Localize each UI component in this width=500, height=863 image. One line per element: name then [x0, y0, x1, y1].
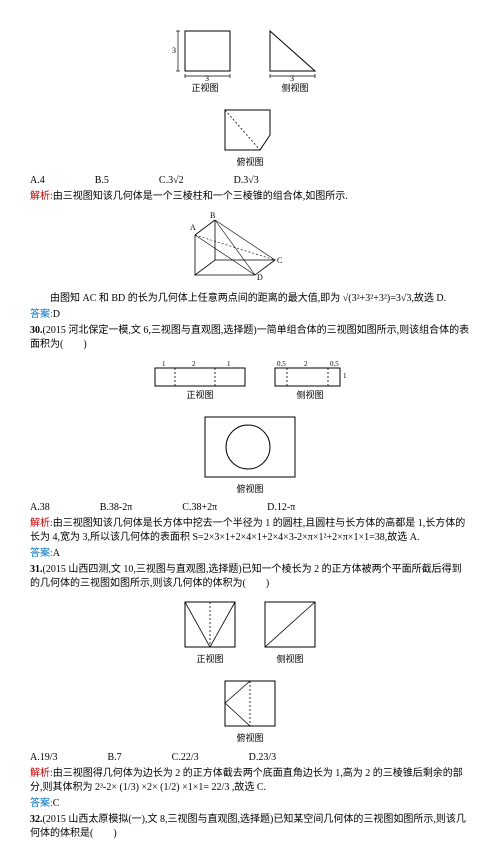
- q31-front-caption: 正视图: [180, 653, 240, 666]
- svg-text:B: B: [210, 211, 215, 220]
- q29-front-view: 3 3 正视图: [170, 26, 240, 99]
- q29-top-svg: [215, 105, 285, 155]
- q30-choices: A.38 B.38-2π C.38+2π D.12-π: [30, 501, 470, 515]
- answer-label: 答案:: [30, 548, 53, 559]
- svg-text:2: 2: [304, 360, 308, 368]
- svg-text:0.5: 0.5: [330, 360, 339, 368]
- svg-text:1: 1: [227, 360, 231, 368]
- q30-front-side-row: 1 2 1 正视图 0.5 2 0.5 1 侧视图: [30, 358, 470, 406]
- q29-side-view: 3 侧视图: [260, 26, 330, 99]
- q29-front-side-row: 3 3 正视图 3 侧视图: [30, 26, 470, 99]
- q31-side-view: 侧视图: [260, 597, 320, 670]
- q31-choices: A.19/3 B.7 C.22/3 D.23/3: [30, 751, 470, 765]
- q29-side-svg: 3: [260, 26, 330, 81]
- q31-front-side-row: 正视图 侧视图: [30, 597, 470, 670]
- q30-front-svg: 1 2 1: [150, 358, 250, 388]
- choice-a: A.4: [30, 174, 45, 188]
- q29-top-caption: 俯视图: [215, 156, 285, 169]
- choice-c: C.38+2π: [182, 501, 217, 515]
- q31-top-svg: [220, 676, 280, 731]
- q30-top-svg: [200, 412, 300, 482]
- q31-top-caption: 俯视图: [220, 732, 280, 745]
- q30-analysis: 解析:由三视图知该几何体是长方体中挖去一个半径为 1 的圆柱,且圆柱与长方体的高…: [30, 517, 470, 545]
- q31-front-view: 正视图: [180, 597, 240, 670]
- q30-top-caption: 俯视图: [200, 483, 300, 496]
- q30-front-view: 1 2 1 正视图: [150, 358, 250, 406]
- choice-d: D.23/3: [249, 751, 277, 765]
- q29-choices: A.4 B.5 C.3√2 D.3√3: [30, 174, 470, 188]
- q29-solid-svg: A C B D: [175, 210, 325, 290]
- q31-front-svg: [180, 597, 240, 652]
- q29-front-svg: 3 3: [170, 26, 240, 81]
- q30-side-view: 0.5 2 0.5 1 侧视图: [270, 358, 350, 406]
- svg-text:1: 1: [162, 360, 166, 368]
- svg-text:0.5: 0.5: [277, 360, 286, 368]
- svg-text:2: 2: [192, 360, 196, 368]
- answer-label: 答案:: [30, 798, 53, 809]
- q29-answer: 答案:D: [30, 308, 470, 322]
- q29-analysis-line2: 由图知 AC 和 BD 的长为几何体上任意两点间的距离的最大值,即为 √(3²+…: [30, 292, 470, 306]
- q29-top-view: 俯视图: [30, 105, 470, 173]
- q30-top-view: 俯视图: [30, 412, 470, 500]
- svg-text:D: D: [257, 273, 263, 282]
- q30-front-caption: 正视图: [150, 389, 250, 402]
- analysis-label: 解析:: [30, 768, 53, 779]
- q31-stem: 31.(2015 山西四测,文 10,三视图与直观图,选择题)已知一个棱长为 2…: [30, 563, 470, 591]
- q31-side-svg: [260, 597, 320, 652]
- choice-a: A.19/3: [30, 751, 58, 765]
- q30-side-svg: 0.5 2 0.5 1: [270, 358, 350, 388]
- svg-text:A: A: [190, 223, 196, 232]
- choice-c: C.22/3: [172, 751, 199, 765]
- q29-solid-figure: A C B D: [30, 210, 470, 290]
- q29-analysis-line1: 解析:由三视图知该几何体是一个三棱柱和一个三棱锥的组合体,如图所示.: [30, 190, 470, 204]
- q29-side-caption: 侧视图: [260, 82, 330, 95]
- q30-side-caption: 侧视图: [270, 389, 350, 402]
- svg-text:3: 3: [290, 74, 294, 81]
- analysis-label: 解析:: [30, 518, 53, 529]
- analysis-label: 解析:: [30, 191, 53, 202]
- svg-text:3: 3: [205, 74, 209, 81]
- q31-side-caption: 侧视图: [260, 653, 320, 666]
- svg-text:1: 1: [343, 372, 347, 380]
- choice-b: B.5: [95, 174, 109, 188]
- answer-label: 答案:: [30, 309, 53, 320]
- choice-b: B.7: [108, 751, 122, 765]
- q30-answer: 答案:A: [30, 547, 470, 561]
- q31-analysis: 解析:由三视图得几何体为边长为 2 的正方体截去两个底面直角边长为 1,高为 2…: [30, 767, 470, 795]
- choice-d: D.3√3: [234, 174, 259, 188]
- choice-c: C.3√2: [159, 174, 184, 188]
- q31-top-view: 俯视图: [30, 676, 470, 749]
- choice-d: D.12-π: [267, 501, 295, 515]
- svg-text:3: 3: [172, 46, 176, 55]
- q30-stem: 30.(2015 河北保定一模,文 6,三视图与直观图,选择题)一简单组合体的三…: [30, 324, 470, 352]
- choice-b: B.38-2π: [100, 501, 133, 515]
- choice-a: A.38: [30, 501, 50, 515]
- q29-front-caption: 正视图: [170, 82, 240, 95]
- q32-stem: 32.(2015 山西太原模拟(一),文 8,三视图与直观图,选择题)已知某空间…: [30, 813, 470, 841]
- svg-text:C: C: [277, 256, 282, 265]
- q31-answer: 答案:C: [30, 797, 470, 811]
